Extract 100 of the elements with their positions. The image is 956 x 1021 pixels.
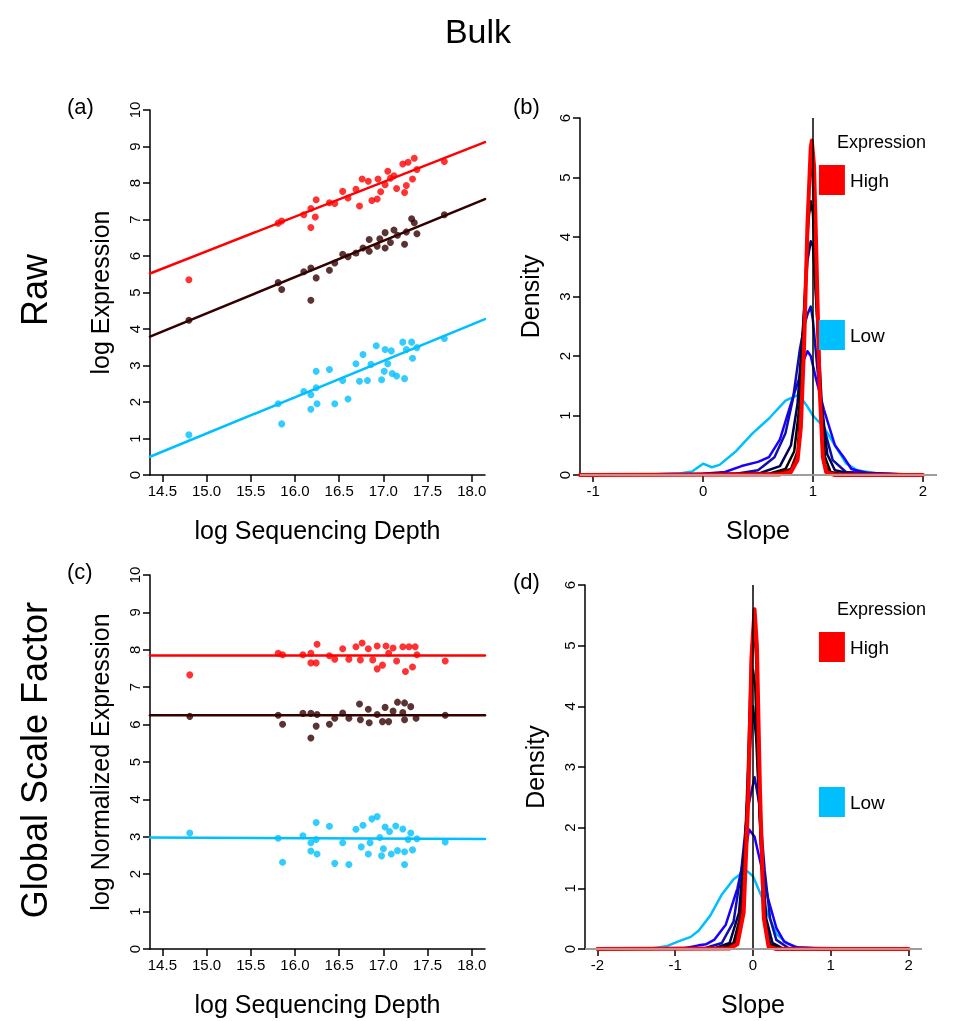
chart-title: (d): [513, 568, 540, 594]
point: [311, 213, 319, 221]
x-tick-label: 17.0: [368, 956, 398, 973]
point: [356, 656, 364, 664]
x-tick-label: 1: [808, 482, 818, 499]
point: [366, 839, 374, 847]
point: [313, 400, 321, 408]
point: [376, 834, 384, 842]
point: [399, 709, 407, 717]
x-tick-label: 14.5: [147, 956, 177, 973]
point: [373, 642, 381, 650]
point: [373, 242, 381, 250]
point: [385, 718, 393, 726]
y-tick-label: 3: [556, 292, 573, 301]
point: [376, 235, 384, 243]
point: [387, 850, 395, 858]
point: [355, 202, 363, 210]
y-tick-label: 9: [126, 142, 143, 151]
point: [368, 197, 376, 205]
point: [411, 643, 419, 651]
point: [405, 643, 413, 651]
point: [413, 651, 421, 659]
point: [393, 372, 401, 380]
y-tick-label: 1: [126, 907, 143, 916]
point: [307, 205, 315, 213]
point: [440, 157, 448, 165]
y-axis-title: log Expression: [85, 210, 114, 375]
x-tick-label: 15.0: [191, 482, 222, 499]
point: [378, 661, 386, 669]
point: [380, 367, 388, 375]
point: [409, 354, 417, 362]
point: [399, 160, 407, 168]
point: [279, 651, 287, 659]
point: [339, 709, 347, 717]
y-axis-title: log Normalized Expression: [85, 613, 114, 911]
point: [312, 835, 320, 843]
x-tick-label: 17.5: [412, 956, 443, 973]
x-tick-label: 16.5: [324, 956, 354, 973]
point: [413, 835, 421, 843]
y-tick-label: 1: [126, 434, 143, 443]
point: [299, 651, 307, 659]
point: [372, 342, 380, 350]
point: [312, 384, 320, 392]
y-tick-label: 4: [126, 324, 143, 334]
text: Global Scale Factor: [14, 602, 56, 919]
y-tick-label: 5: [556, 173, 573, 182]
point: [307, 734, 315, 742]
point: [313, 640, 321, 648]
x-tick-label: 18.0: [457, 956, 487, 973]
x-tick-label: 14.5: [147, 482, 177, 499]
y-tick-label: 5: [561, 641, 578, 650]
point: [387, 347, 395, 355]
point: [413, 166, 421, 173]
point: [300, 268, 308, 276]
point: [381, 345, 389, 353]
point: [331, 859, 339, 867]
point: [331, 199, 339, 207]
x-axis-title: Slope: [726, 515, 790, 544]
point: [331, 400, 339, 408]
chart-title: (c): [67, 558, 93, 584]
x-tick-label: -1: [586, 482, 600, 499]
point: [378, 852, 386, 860]
point: [413, 344, 421, 352]
legend-title: Expression: [836, 599, 926, 619]
y-tick-label: 1: [556, 411, 573, 420]
point: [381, 703, 389, 711]
point: [307, 405, 315, 413]
point: [352, 643, 360, 651]
point: [381, 823, 389, 831]
point: [339, 187, 347, 195]
point: [399, 643, 407, 651]
point: [312, 196, 320, 204]
x-tick-label: 17.5: [412, 482, 443, 499]
point: [404, 835, 412, 843]
point: [365, 236, 373, 244]
point: [399, 338, 407, 346]
point: [365, 247, 373, 255]
x-tick-label: 0: [748, 956, 758, 973]
point: [345, 655, 353, 663]
point: [185, 316, 193, 324]
point: [401, 240, 409, 248]
point: [394, 847, 401, 855]
x-axis-title: log Sequencing Depth: [194, 515, 441, 544]
y-tick-label: 6: [126, 720, 143, 729]
point: [392, 822, 400, 830]
point: [355, 700, 363, 708]
point: [325, 266, 333, 274]
y-tick-label: 5: [126, 757, 143, 767]
point: [410, 154, 418, 162]
point: [331, 259, 339, 267]
chart-title: (a): [67, 93, 94, 119]
y-tick-label: 7: [126, 215, 143, 224]
point: [358, 639, 366, 647]
point: [339, 645, 347, 653]
point: [339, 839, 347, 847]
x-tick-label: 15.0: [191, 956, 222, 973]
point: [377, 188, 385, 196]
text: Bulk: [443, 12, 513, 51]
x-tick-label: 1: [826, 956, 835, 973]
point: [339, 376, 347, 384]
